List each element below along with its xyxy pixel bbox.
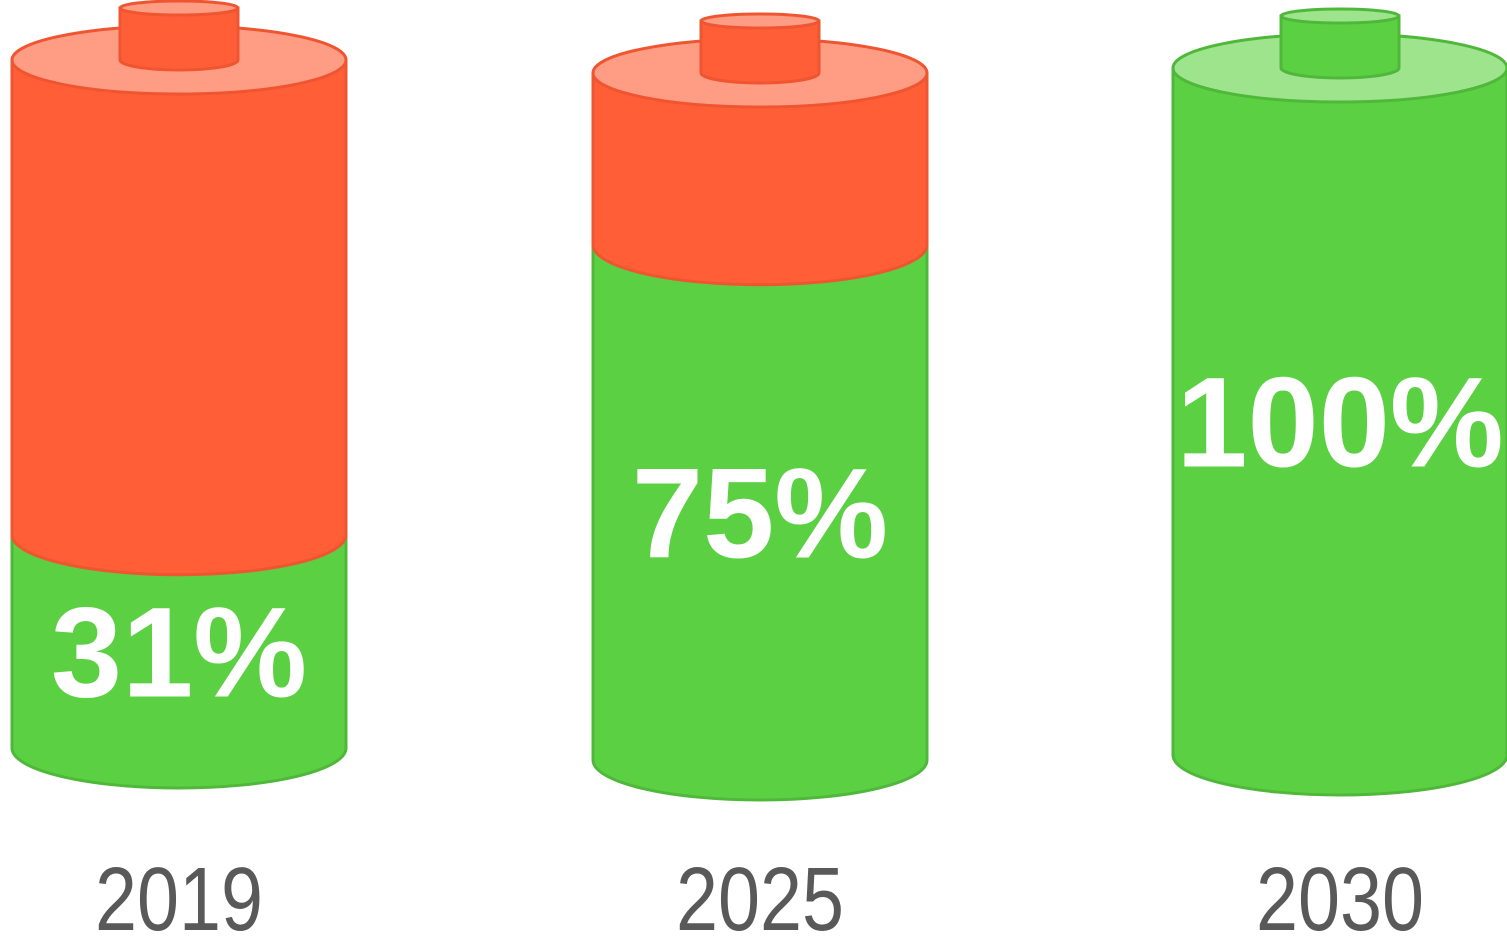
category-label: 2030: [1256, 850, 1424, 939]
battery-2025: 75% 2025: [591, 12, 929, 939]
battery-terminal-top: [1279, 7, 1401, 25]
category-label: 2019: [95, 850, 263, 939]
battery-terminal: [118, 6, 240, 72]
charge-level-bar: [10, 533, 348, 790]
charge-level-bar: [591, 243, 929, 802]
battery-terminal: [1279, 14, 1401, 80]
value-label: 75%: [632, 442, 888, 585]
value-label: 100%: [1176, 352, 1503, 495]
battery-terminal-top: [118, 0, 240, 17]
empty-portion: [591, 71, 929, 287]
batteries-group: 31% 2019 75% 2025 100% 2030: [10, 0, 1507, 939]
battery-2019: 31% 2019: [10, 0, 348, 939]
battery-terminal: [699, 19, 821, 85]
battery-terminal-top: [699, 12, 821, 30]
battery-2030: 100% 2030: [1171, 7, 1507, 939]
charge-level-bar: [1171, 66, 1507, 797]
category-label: 2025: [676, 850, 844, 939]
empty-portion: [10, 58, 348, 577]
value-label: 31%: [51, 581, 307, 724]
